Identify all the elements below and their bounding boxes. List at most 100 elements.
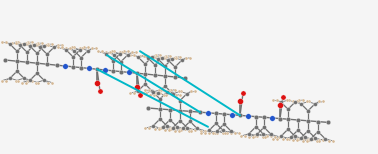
- Point: [34, 52, 40, 54]
- Point: [3, 41, 9, 43]
- Point: [236, 132, 242, 135]
- Point: [162, 85, 168, 87]
- Point: [117, 51, 123, 53]
- Point: [33, 81, 39, 84]
- Point: [54, 64, 60, 66]
- Point: [188, 130, 194, 132]
- Point: [23, 43, 29, 45]
- Point: [150, 91, 156, 93]
- Point: [220, 129, 226, 132]
- Point: [269, 117, 275, 119]
- Point: [103, 51, 109, 53]
- Point: [0, 41, 5, 43]
- Point: [103, 53, 109, 55]
- Point: [237, 100, 243, 103]
- Point: [246, 136, 252, 138]
- Point: [322, 137, 328, 140]
- Point: [305, 120, 311, 122]
- Point: [187, 110, 193, 113]
- Point: [145, 57, 151, 59]
- Point: [150, 125, 156, 127]
- Point: [163, 94, 169, 97]
- Point: [118, 60, 124, 63]
- Point: [177, 55, 183, 58]
- Point: [206, 129, 212, 132]
- Point: [285, 128, 291, 130]
- Point: [325, 121, 331, 124]
- Point: [290, 100, 296, 103]
- Point: [0, 79, 5, 82]
- Point: [44, 63, 50, 65]
- Point: [143, 53, 149, 56]
- Point: [14, 60, 20, 62]
- Point: [292, 101, 298, 103]
- Point: [294, 139, 300, 141]
- Point: [94, 82, 100, 84]
- Point: [312, 137, 318, 139]
- Point: [296, 138, 302, 141]
- Point: [110, 70, 116, 72]
- Point: [121, 50, 127, 53]
- Point: [127, 92, 133, 95]
- Point: [296, 99, 302, 101]
- Point: [157, 118, 163, 120]
- Point: [161, 55, 167, 58]
- Point: [213, 112, 219, 115]
- Point: [184, 92, 190, 95]
- Point: [252, 135, 258, 137]
- Point: [240, 92, 246, 95]
- Point: [316, 140, 322, 142]
- Point: [192, 129, 198, 131]
- Point: [34, 62, 40, 64]
- Point: [228, 132, 234, 134]
- Point: [14, 70, 20, 72]
- Point: [43, 44, 49, 46]
- Point: [99, 50, 105, 53]
- Point: [97, 90, 103, 92]
- Point: [246, 132, 252, 135]
- Point: [276, 136, 282, 138]
- Point: [45, 44, 51, 46]
- Point: [2, 59, 8, 61]
- Point: [164, 125, 170, 127]
- Point: [186, 130, 192, 132]
- Point: [159, 57, 165, 59]
- Point: [94, 68, 100, 70]
- Point: [69, 46, 75, 49]
- Point: [188, 90, 194, 92]
- Point: [149, 56, 155, 58]
- Point: [125, 53, 131, 56]
- Point: [254, 135, 260, 137]
- Point: [59, 44, 65, 46]
- Point: [172, 88, 178, 91]
- Point: [157, 56, 163, 59]
- Point: [192, 90, 198, 92]
- Point: [198, 132, 204, 134]
- Point: [109, 50, 115, 53]
- Point: [19, 43, 25, 45]
- Point: [71, 49, 77, 52]
- Point: [167, 54, 173, 57]
- Point: [70, 66, 76, 68]
- Point: [306, 139, 312, 141]
- Point: [117, 53, 123, 55]
- Point: [300, 140, 306, 142]
- Point: [67, 47, 73, 49]
- Point: [134, 72, 140, 74]
- Point: [35, 43, 41, 45]
- Point: [178, 90, 184, 92]
- Point: [145, 107, 151, 109]
- Point: [214, 130, 220, 132]
- Point: [24, 61, 30, 63]
- Point: [229, 113, 235, 116]
- Point: [152, 128, 158, 130]
- Point: [81, 46, 87, 49]
- Point: [250, 136, 256, 138]
- Point: [25, 79, 31, 82]
- Point: [146, 88, 152, 91]
- Point: [177, 94, 183, 97]
- Point: [294, 100, 300, 103]
- Point: [162, 75, 168, 77]
- Point: [206, 132, 212, 135]
- Point: [178, 128, 184, 130]
